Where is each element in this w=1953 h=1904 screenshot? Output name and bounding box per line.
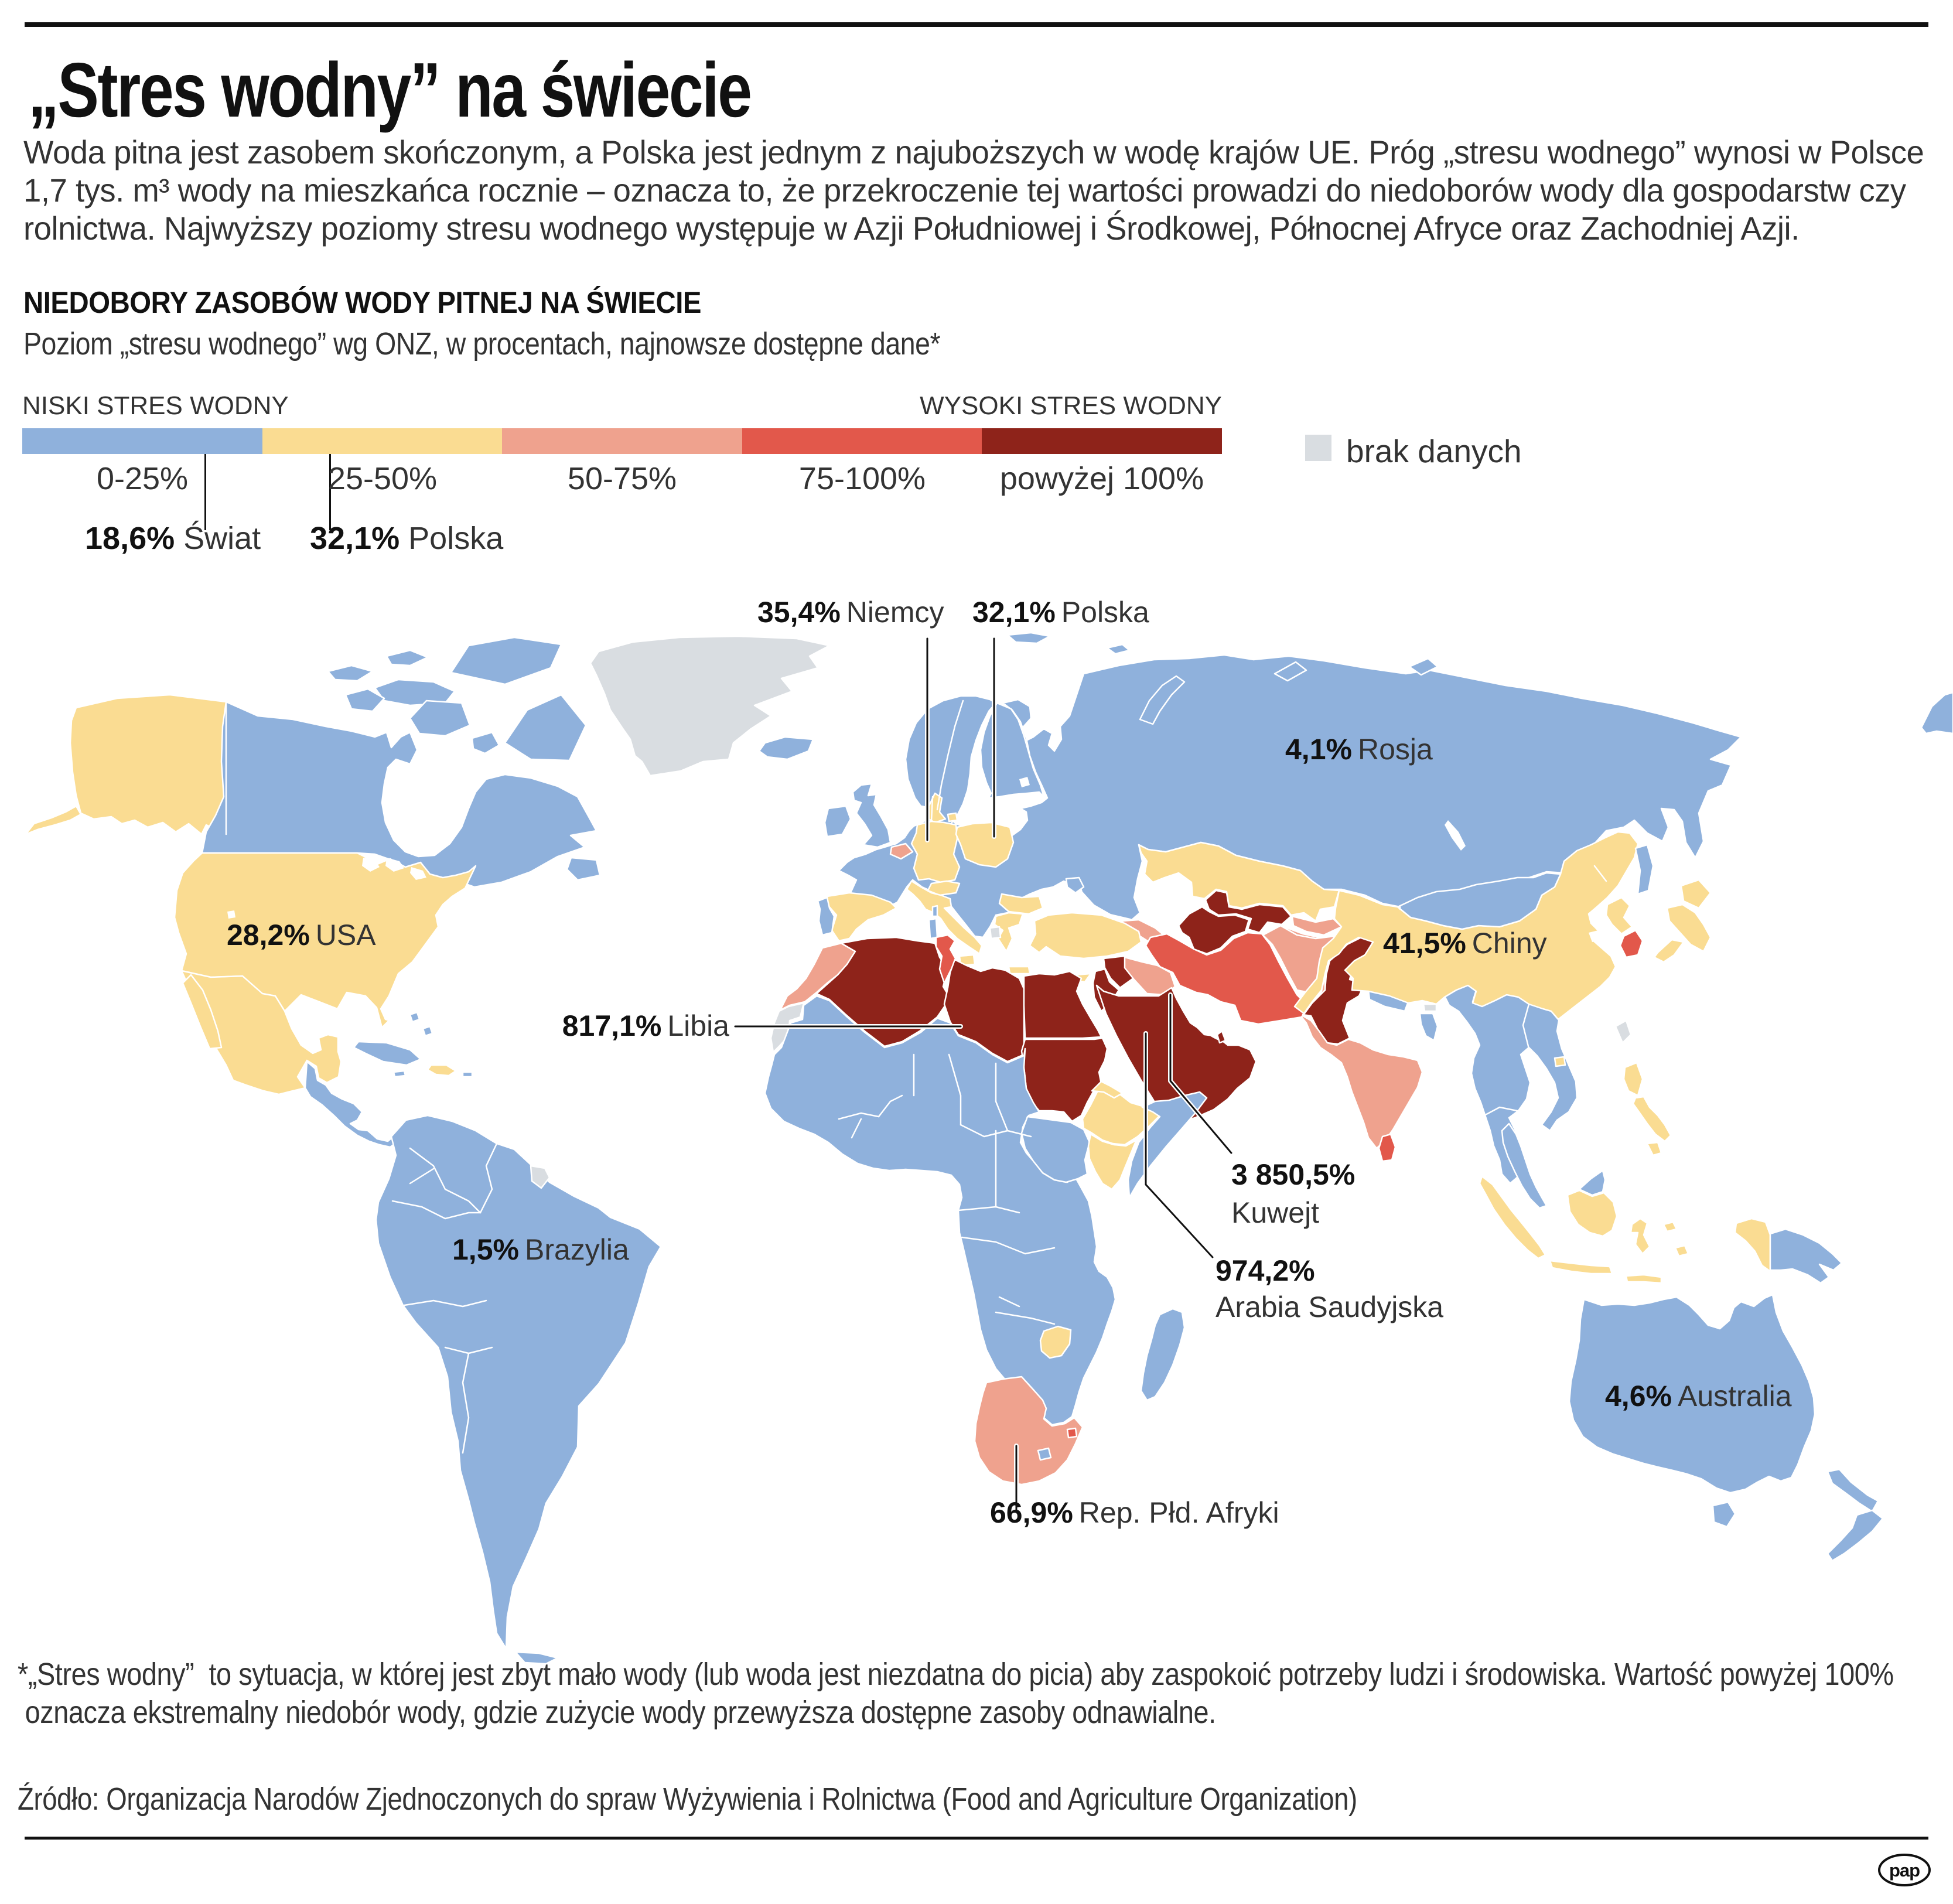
svg-text:41,5% Chiny: 41,5% Chiny — [1383, 927, 1547, 960]
svg-text:1,5% Brazylia: 1,5% Brazylia — [452, 1233, 629, 1266]
svg-text:28,2% USA: 28,2% USA — [227, 919, 376, 951]
svg-text:4,1% Rosja: 4,1% Rosja — [1285, 733, 1433, 766]
svg-text:66,9% Rep. Płd. Afryki: 66,9% Rep. Płd. Afryki — [990, 1496, 1279, 1529]
svg-text:pap: pap — [1889, 1860, 1920, 1881]
svg-text:Arabia Saudyjska: Arabia Saudyjska — [1215, 1291, 1443, 1323]
svg-text:Kuwejt: Kuwejt — [1231, 1196, 1319, 1229]
svg-text:974,2%: 974,2% — [1215, 1254, 1315, 1287]
svg-text:32,1% Polska: 32,1% Polska — [972, 596, 1149, 629]
svg-text:3 850,5%: 3 850,5% — [1231, 1158, 1355, 1191]
svg-text:4,6% Australia: 4,6% Australia — [1605, 1380, 1792, 1412]
svg-text:35,4% Niemcy: 35,4% Niemcy — [757, 596, 944, 629]
svg-text:817,1% Libia: 817,1% Libia — [562, 1009, 729, 1042]
